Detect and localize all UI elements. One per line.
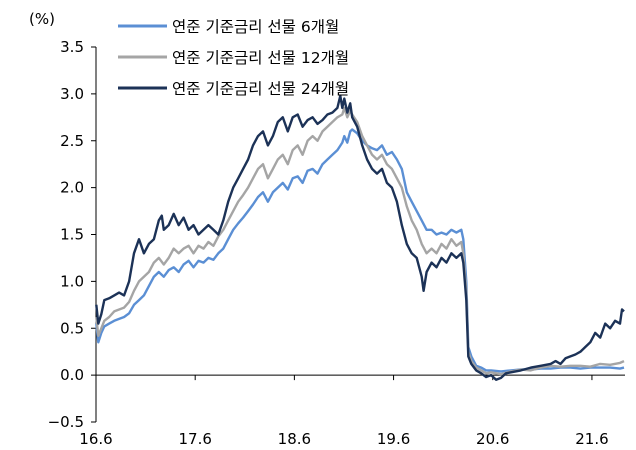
x-tick-label: 17.6: [178, 430, 211, 448]
series-line-2: [95, 106, 625, 376]
y-tick-label: 0.0: [60, 366, 84, 384]
legend-label-2: 연준 기준금리 선물 12개월: [172, 49, 349, 67]
legend-label-3: 연준 기준금리 선물 24개월: [172, 80, 349, 98]
y-tick-label: 3.0: [60, 85, 84, 103]
y-tick-label: 2.0: [60, 179, 84, 197]
x-tick-label: 20.6: [476, 430, 509, 448]
series-lines: [95, 94, 625, 381]
y-tick-label: 2.5: [60, 132, 84, 150]
x-tick-label: 18.6: [278, 430, 311, 448]
series-line-3: [95, 94, 625, 381]
x-tick-label: 16.6: [79, 430, 112, 448]
y-tick-label: −0.5: [48, 413, 84, 431]
y-tick-label: 1.5: [60, 226, 84, 244]
y-tick-label: 1.0: [60, 272, 84, 290]
axes: [91, 46, 625, 423]
y-unit-label: (%): [29, 10, 55, 28]
legend-label-1: 연준 기준금리 선물 6개월: [172, 18, 339, 36]
series-line-1: [95, 128, 625, 373]
x-tick-label: 19.6: [377, 430, 410, 448]
y-tick-label: 0.5: [60, 319, 84, 337]
tick-labels: 3.5 3.0 2.5 2.0 1.5 1.0 0.5 0.0 −0.516.6 17.6 18.6…: [48, 38, 609, 448]
x-tick-label: 21.6: [575, 430, 608, 448]
y-tick-label: 3.5: [60, 38, 84, 56]
